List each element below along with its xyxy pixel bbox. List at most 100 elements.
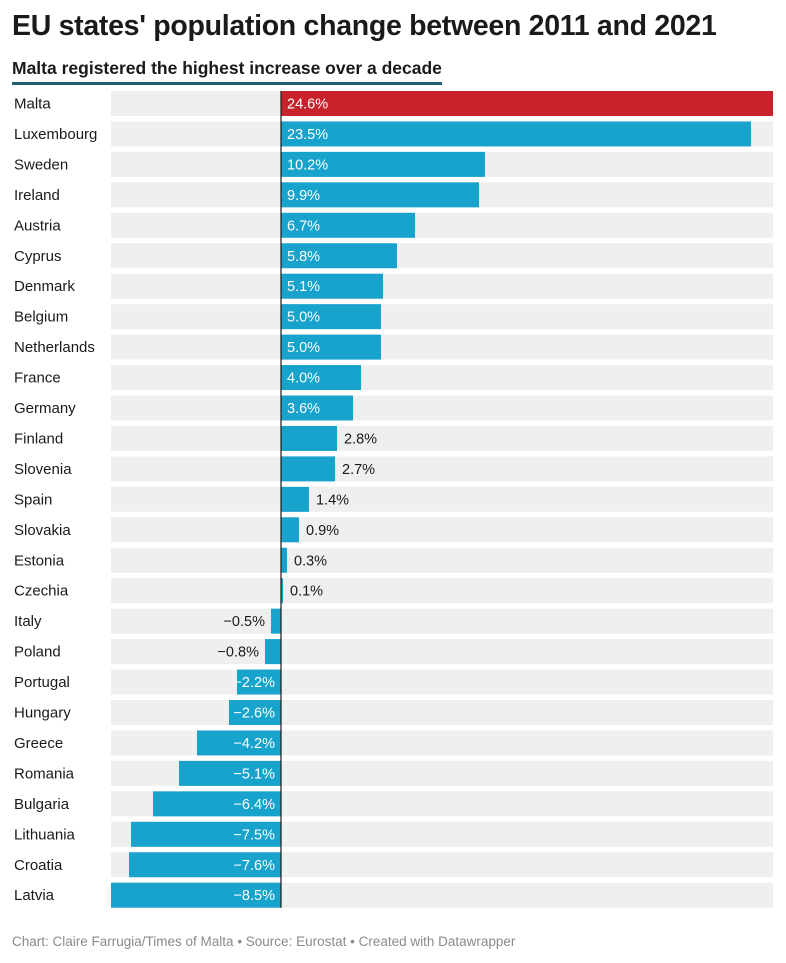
- category-label: Ireland: [14, 187, 60, 204]
- bar: [281, 243, 397, 269]
- data-label: −5.1%: [233, 766, 275, 782]
- bar: [281, 334, 381, 360]
- data-label: 0.1%: [290, 584, 323, 600]
- bar-chart: Malta 24.6% Luxembourg 23.5% Sweden 10.2% Irel…: [14, 91, 773, 908]
- bar-track: [111, 425, 773, 451]
- bar: [281, 182, 479, 208]
- data-label: 0.3%: [294, 553, 327, 569]
- data-label: −7.5%: [233, 827, 275, 843]
- category-label: Croatia: [14, 857, 63, 874]
- bar-track: [111, 639, 773, 665]
- bar: [111, 882, 281, 908]
- category-label: Estonia: [14, 552, 65, 569]
- bar-track: [111, 304, 773, 330]
- bar: [281, 91, 773, 116]
- bar: [237, 669, 281, 695]
- chart-subtitle: Malta registered the highest increase ov…: [12, 58, 442, 85]
- data-label: 5.0%: [287, 310, 320, 326]
- chart-footer: Chart: Claire Farrugia/Times of Malta • …: [12, 934, 516, 949]
- bar-track: [111, 273, 773, 299]
- data-label: 5.0%: [287, 340, 320, 356]
- bar-track: [111, 395, 773, 421]
- category-label: Lithuania: [14, 826, 76, 843]
- bar: [153, 791, 281, 817]
- bar: [281, 304, 381, 330]
- data-label: 6.7%: [287, 218, 320, 234]
- category-label: Austria: [14, 217, 61, 234]
- bar: [281, 578, 283, 604]
- data-label: −2.2%: [233, 675, 275, 691]
- data-label: 23.5%: [287, 127, 328, 143]
- data-label: 2.8%: [344, 431, 377, 447]
- data-label: 4.0%: [287, 371, 320, 387]
- category-label: Belgium: [14, 309, 68, 326]
- category-label: Netherlands: [14, 339, 95, 356]
- bar-track: [111, 365, 773, 391]
- category-label: Cyprus: [14, 248, 62, 265]
- data-label: 24.6%: [287, 97, 328, 113]
- bar-track: [111, 608, 773, 634]
- bar-track: [111, 334, 773, 360]
- bar: [281, 365, 361, 391]
- bar: [281, 456, 335, 482]
- bar: [271, 608, 281, 634]
- data-label: −7.6%: [233, 858, 275, 874]
- bar: [281, 547, 287, 573]
- data-label: 10.2%: [287, 157, 328, 173]
- category-label: Luxembourg: [14, 126, 97, 143]
- bar: [131, 821, 281, 847]
- bar: [281, 517, 299, 543]
- category-label: Sweden: [14, 156, 68, 173]
- data-label: −8.5%: [233, 888, 275, 904]
- bar-track: [111, 243, 773, 269]
- bar-track: [111, 669, 773, 695]
- data-label: −2.6%: [233, 706, 275, 722]
- data-label: −6.4%: [233, 797, 275, 813]
- data-label: 9.9%: [287, 188, 320, 204]
- bar-track: [111, 212, 773, 238]
- bar-track: [111, 547, 773, 573]
- bar-track: [111, 486, 773, 512]
- bar: [281, 273, 383, 299]
- bar: [281, 121, 751, 147]
- bar-track: [111, 456, 773, 482]
- bar: [197, 730, 281, 756]
- category-label: Portugal: [14, 674, 70, 691]
- bar: [229, 700, 281, 725]
- bar: [281, 425, 337, 451]
- category-label: Germany: [14, 400, 76, 417]
- data-label: 2.7%: [342, 462, 375, 478]
- category-label: Slovakia: [14, 522, 71, 539]
- category-label: Denmark: [14, 278, 75, 295]
- bar: [281, 395, 353, 421]
- category-label: Slovenia: [14, 461, 72, 478]
- bar-track: [111, 578, 773, 604]
- bar: [179, 760, 281, 786]
- bar: [129, 852, 281, 878]
- data-label: 5.8%: [287, 249, 320, 265]
- data-label: −0.8%: [217, 645, 259, 661]
- category-label: Czechia: [14, 583, 69, 600]
- category-label: France: [14, 370, 61, 387]
- category-label: Greece: [14, 735, 63, 752]
- data-label: −4.2%: [233, 736, 275, 752]
- bar: [281, 486, 309, 512]
- category-label: Latvia: [14, 887, 55, 904]
- category-label: Poland: [14, 644, 61, 661]
- bar: [265, 639, 281, 665]
- bar: [281, 212, 415, 238]
- chart-title: EU states' population change between 201…: [12, 10, 717, 42]
- data-label: 0.9%: [306, 523, 339, 539]
- category-label: Hungary: [14, 705, 71, 722]
- bar-track: [111, 700, 773, 725]
- category-label: Bulgaria: [14, 796, 70, 813]
- data-label: 5.1%: [287, 279, 320, 295]
- category-label: Finland: [14, 430, 63, 447]
- data-label: −0.5%: [223, 614, 265, 630]
- data-label: 3.6%: [287, 401, 320, 417]
- bar-track: [111, 517, 773, 543]
- category-label: Malta: [14, 96, 51, 113]
- bar: [281, 151, 485, 177]
- category-label: Spain: [14, 491, 52, 508]
- category-label: Italy: [14, 613, 42, 630]
